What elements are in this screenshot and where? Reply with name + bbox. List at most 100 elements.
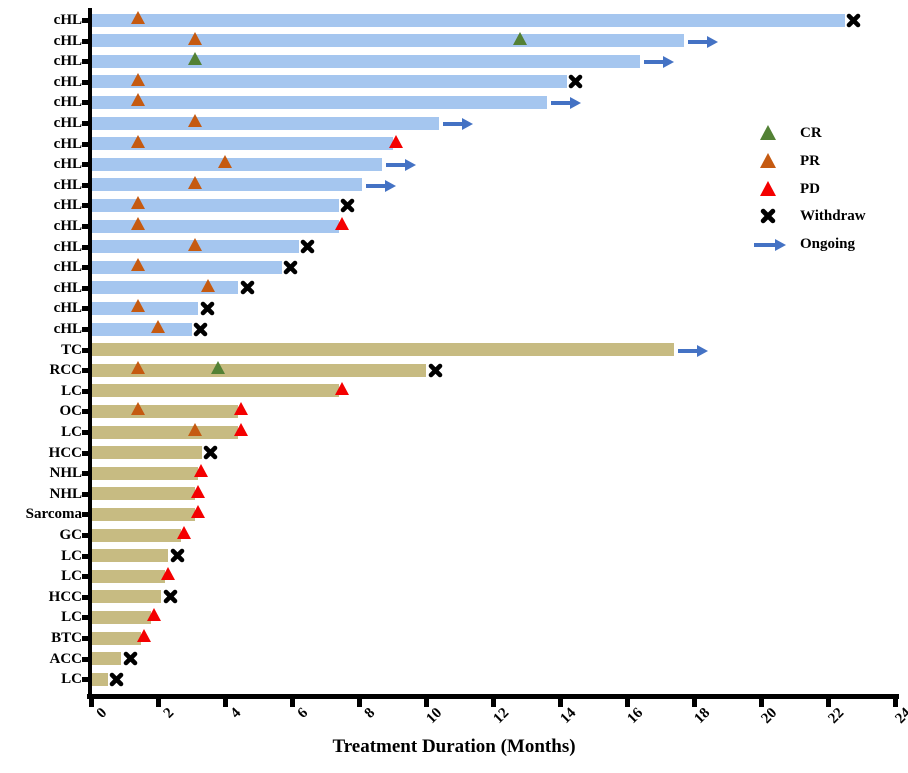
x-tick (290, 699, 295, 707)
swimmer-bar (91, 590, 162, 604)
pd-marker-icon (234, 402, 249, 416)
x-axis-line (87, 694, 899, 699)
ongoing-arrow-icon (687, 35, 718, 53)
ongoing-arrow-icon (550, 96, 581, 114)
row-label: LC (61, 671, 82, 688)
row-label: cHL (53, 135, 82, 152)
pr-marker-icon (130, 258, 145, 272)
withdraw-x-icon (846, 13, 861, 33)
pd-marker-icon (334, 381, 349, 395)
x-tick (156, 699, 161, 707)
withdraw-x-icon (193, 322, 208, 342)
y-tick (82, 38, 89, 44)
withdraw-x-icon (283, 260, 298, 280)
withdraw-x-icon (163, 589, 178, 609)
pr-marker-icon (218, 155, 232, 169)
y-tick (82, 450, 89, 456)
cr-marker-icon (211, 361, 226, 375)
cr-legend-marker-icon (760, 125, 776, 140)
cr-marker-icon (512, 31, 527, 45)
x-tick (223, 699, 228, 707)
pr-marker-icon (130, 196, 145, 210)
y-tick (82, 409, 89, 415)
row-label: cHL (53, 53, 82, 70)
row-label: GC (59, 527, 83, 543)
x-tick (558, 699, 563, 707)
withdraw-x-icon (109, 672, 124, 692)
swimmer-bar (91, 652, 122, 666)
y-tick (82, 182, 89, 188)
row-label: cHL (53, 238, 82, 255)
y-tick (82, 203, 89, 209)
pd-legend-marker-icon (760, 180, 776, 196)
swimmer-bar (91, 281, 239, 295)
withdraw-x-icon (300, 239, 315, 259)
y-tick (82, 471, 89, 477)
x-tick-label: 24 (892, 705, 908, 727)
swimmer-bar (91, 384, 339, 398)
swimmer-bar (91, 116, 440, 130)
y-tick (82, 388, 89, 394)
legend-label-ongoing: Ongoing (800, 236, 856, 253)
pr-marker-icon (187, 237, 202, 251)
y-tick (82, 491, 89, 497)
swimmer-bar (91, 95, 547, 109)
y-tick (82, 162, 89, 168)
x-tick (89, 699, 94, 707)
pr-marker-icon (130, 361, 145, 375)
y-tick (82, 285, 89, 291)
y-tick (82, 368, 89, 374)
swimmer-bar (91, 672, 108, 686)
swimmer-bar (91, 219, 339, 233)
x-tick (893, 699, 898, 707)
legend-label-pr: PR (800, 152, 820, 169)
withdraw-x-icon (340, 198, 355, 218)
row-label: RCC (49, 362, 83, 379)
pr-marker-icon (130, 402, 145, 416)
row-label: cHL (53, 300, 82, 317)
legend-label-cr: CR (800, 125, 822, 141)
swimmer-bar (91, 528, 182, 542)
row-label: cHL (53, 259, 82, 276)
row-label: cHL (53, 94, 82, 111)
pd-marker-icon (147, 608, 162, 622)
y-tick (82, 141, 89, 147)
pr-marker-icon (187, 114, 202, 127)
y-tick (82, 18, 89, 23)
swimmer-bar (91, 54, 641, 68)
swimmer-bar (91, 507, 195, 521)
swimmer-bar (91, 13, 845, 27)
y-tick (82, 347, 89, 353)
withdraw-x-icon (170, 548, 185, 568)
x-tick (826, 699, 831, 707)
swimmer-bar (91, 157, 383, 171)
y-tick (82, 594, 89, 600)
y-tick (82, 224, 89, 229)
swimmer-bar (91, 322, 192, 336)
pr-marker-icon (130, 72, 145, 86)
ongoing-arrow-icon (644, 55, 675, 73)
y-tick (82, 512, 89, 518)
y-tick (82, 615, 89, 621)
swimmer-bar (91, 631, 142, 645)
swimmer-bar (91, 487, 195, 501)
pd-marker-icon (137, 629, 152, 642)
y-tick (82, 100, 89, 106)
x-tick (692, 699, 697, 707)
withdraw-x-icon (200, 301, 215, 321)
swimmer-bar (91, 404, 239, 418)
row-label: cHL (53, 115, 82, 131)
swimmer-bar (91, 363, 426, 377)
swimmer-bar (91, 198, 339, 212)
swimmer-bar (91, 343, 674, 357)
pr-legend-marker-icon (760, 152, 776, 168)
y-tick (82, 636, 89, 641)
row-label: ACC (49, 650, 83, 667)
row-label: cHL (53, 321, 82, 337)
row-label: cHL (53, 156, 82, 173)
swimmer-bar (91, 569, 165, 583)
swimmer-bar (91, 425, 239, 439)
withdraw-x-icon (428, 363, 443, 383)
y-tick (82, 430, 89, 435)
